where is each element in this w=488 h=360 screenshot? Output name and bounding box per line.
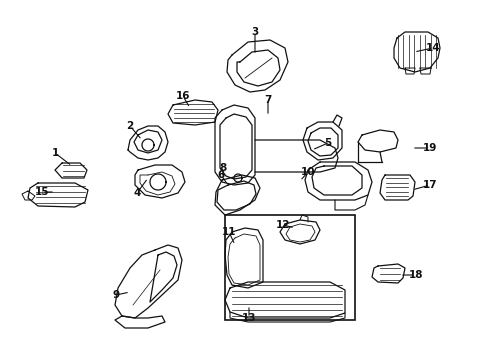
Text: 14: 14	[425, 43, 439, 53]
Text: 3: 3	[251, 27, 258, 37]
Text: 11: 11	[221, 227, 236, 237]
Text: 12: 12	[275, 220, 290, 230]
Text: 15: 15	[35, 187, 49, 197]
Text: 8: 8	[219, 163, 226, 173]
Text: 13: 13	[241, 313, 256, 323]
Text: 2: 2	[126, 121, 133, 131]
Text: 17: 17	[422, 180, 436, 190]
Bar	[224, 215, 354, 320]
Text: 10: 10	[300, 167, 315, 177]
Text: 19: 19	[422, 143, 436, 153]
Text: 18: 18	[408, 270, 423, 280]
Text: 5: 5	[324, 138, 331, 148]
Text: 7: 7	[264, 95, 271, 105]
Text: 6: 6	[217, 170, 224, 180]
Text: 4: 4	[133, 188, 141, 198]
Text: 1: 1	[51, 148, 59, 158]
Text: 9: 9	[112, 290, 120, 300]
Text: 16: 16	[175, 91, 190, 101]
